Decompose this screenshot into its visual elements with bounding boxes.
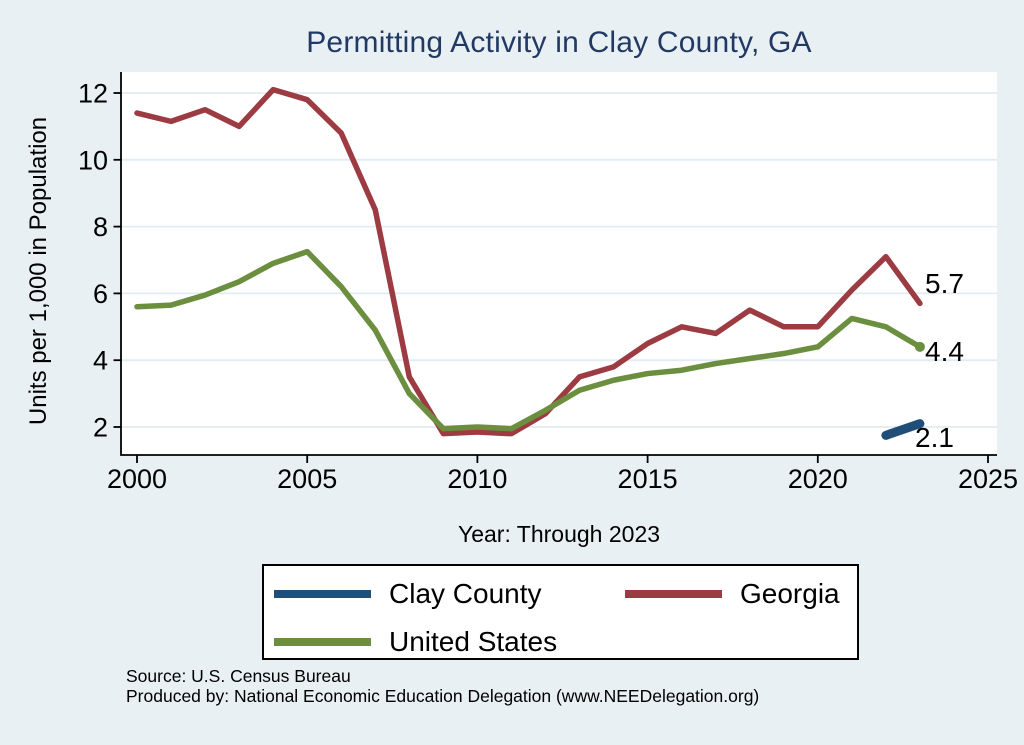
legend-item-clay-county: Clay County xyxy=(274,574,625,614)
axis-lines xyxy=(120,72,997,456)
legend-swatch-united-states xyxy=(274,638,371,646)
x-axis-title: Year: Through 2023 xyxy=(457,521,661,547)
legend-swatch-georgia xyxy=(625,590,722,598)
y-tick-label: 6 xyxy=(93,279,108,309)
producer-credit: Produced by: National Economic Education… xyxy=(126,686,760,706)
y-tick-label: 2 xyxy=(93,413,108,443)
georgia-end-value-label: 5.7 xyxy=(925,268,964,299)
chart-title: Permitting Activity in Clay County, GA xyxy=(306,26,812,59)
legend-label-united-states: United States xyxy=(389,626,558,657)
series-end-marker-united-states xyxy=(914,341,925,352)
x-tick-label: 2020 xyxy=(788,464,848,494)
clay-county-end-value-label: 2.1 xyxy=(915,422,954,453)
legend-label-georgia: Georgia xyxy=(740,578,840,609)
y-tick-label: 4 xyxy=(93,346,108,376)
plot-background xyxy=(121,72,997,455)
legend-item-georgia: Georgia xyxy=(625,574,857,614)
legend-label-clay-county: Clay County xyxy=(389,578,542,609)
legend-swatch-clay-county xyxy=(274,590,371,598)
legend-item-united-states: United States xyxy=(274,622,625,662)
series-line-georgia xyxy=(134,86,923,437)
legend-items: Clay County Georgia United States xyxy=(264,566,857,662)
source-credit: Source: U.S. Census Bureau xyxy=(126,666,351,686)
y-tick-label: 12 xyxy=(78,79,108,109)
y-tick-label: 8 xyxy=(93,212,108,242)
x-tick-label: 2015 xyxy=(618,464,678,494)
legend: Clay County Georgia United States xyxy=(262,564,859,660)
series-line-united-states xyxy=(134,248,923,432)
x-tick-label: 2000 xyxy=(107,464,167,494)
y-tick-label: 10 xyxy=(78,145,108,175)
united-states-end-value-label: 4.4 xyxy=(925,336,964,367)
x-tick-label: 2010 xyxy=(447,464,507,494)
x-tick-label: 2025 xyxy=(958,464,1018,494)
series-line-clay-county xyxy=(881,419,925,440)
x-tick-label: 2005 xyxy=(277,464,337,494)
